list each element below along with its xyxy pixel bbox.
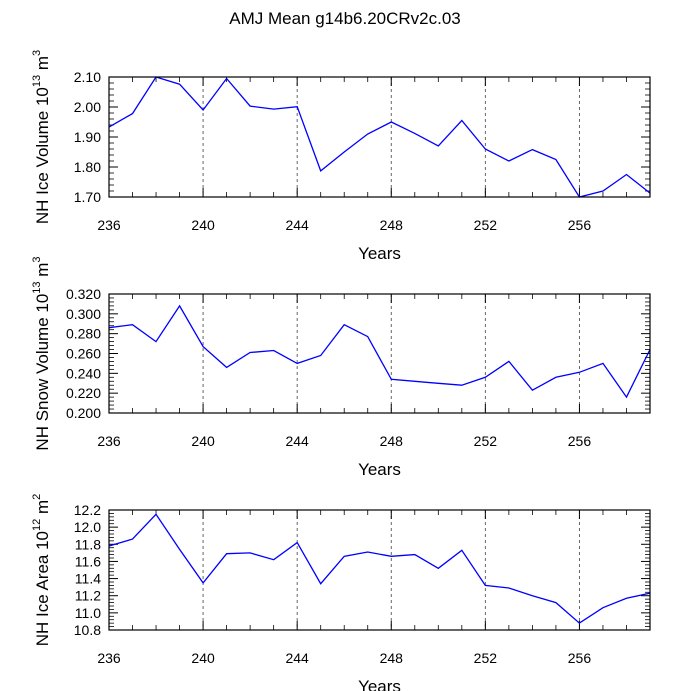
y-axis-label-exponent: 13 — [31, 281, 43, 293]
data-series-line — [108, 304, 651, 399]
x-tick-label: 256 — [568, 433, 592, 449]
y-axis-label-text: NH Ice Volume 10 — [33, 87, 52, 224]
y-tick-label: 10.8 — [74, 622, 101, 638]
y-axis-label-unit-exponent: 3 — [31, 256, 43, 262]
x-tick-label: 244 — [285, 433, 309, 449]
y-tick-label: 2.10 — [74, 69, 101, 85]
y-tick-label: 12.2 — [74, 502, 101, 518]
x-tick-label: 240 — [191, 650, 215, 666]
plot-frame — [108, 293, 651, 414]
x-tick-label: 252 — [474, 217, 498, 233]
y-tick-label: 1.80 — [74, 159, 101, 175]
y-tick-label: 11.6 — [75, 553, 101, 569]
y-tick-label: 0.200 — [66, 405, 101, 421]
plots-container: 1.70 1.80 1.90 2.00 2.10 236 240 244 248 252 256 Ye… — [31, 50, 651, 691]
y-axis-label-unit-exponent: 2 — [31, 494, 43, 500]
x-tick-label: 240 — [191, 217, 215, 233]
y-tick-label: 11.2 — [75, 588, 101, 604]
x-tick-label: 240 — [191, 433, 215, 449]
y-axis-label-text: NH Snow Volume 10 — [33, 294, 52, 451]
y-axis-label-unit: m — [33, 263, 52, 282]
y-tick-label: 11.4 — [75, 571, 101, 587]
y-axis-label: NH Ice Volume 1013 m3 — [31, 50, 52, 224]
y-axis-label-text: NH Ice Area 10 — [33, 531, 52, 646]
x-tick-label: 252 — [474, 433, 498, 449]
x-axis-label: Years — [358, 677, 401, 691]
y-tick-label: 0.260 — [66, 346, 101, 362]
y-axis-label-unit: m — [33, 500, 52, 519]
y-tick-label: 12.0 — [74, 519, 101, 535]
y-axis-label-unit-exponent: 3 — [31, 50, 43, 56]
y-tick-label: 0.220 — [66, 385, 101, 401]
plot-frame — [108, 509, 651, 631]
x-axis-label: Years — [358, 244, 401, 263]
x-tick-label: 244 — [285, 217, 309, 233]
data-series-line — [108, 76, 651, 198]
x-tick-label: 244 — [285, 650, 309, 666]
y-tick-label: 11.8 — [75, 536, 101, 552]
x-tick-label: 236 — [97, 650, 121, 666]
y-axis-label: NH Ice Area 1012 m2 — [31, 494, 52, 647]
y-tick-label: 0.320 — [66, 286, 101, 302]
x-tick-label: 256 — [568, 650, 592, 666]
y-axis-label-unit: m — [33, 56, 52, 75]
chart-panel-1: 1.70 1.80 1.90 2.00 2.10 236 240 244 248 252 256 Ye… — [31, 50, 651, 263]
y-axis-label-exponent: 13 — [31, 75, 43, 87]
x-tick-label: 252 — [474, 650, 498, 666]
y-axis-label: NH Snow Volume 1013 m3 — [31, 256, 52, 450]
x-tick-label: 236 — [97, 217, 121, 233]
chart-panel-3: 10.811.011.211.4 11.611.812.012.2 236 240 24… — [31, 494, 651, 691]
x-tick-label: 248 — [380, 217, 404, 233]
x-tick-label: 248 — [380, 433, 404, 449]
x-tick-label: 236 — [97, 433, 121, 449]
y-tick-label: 0.280 — [66, 326, 101, 342]
plot-frame — [108, 76, 651, 198]
y-tick-label: 1.90 — [74, 129, 101, 145]
y-tick-label: 0.300 — [66, 306, 101, 322]
chart-panel-2: 0.200 0.220 0.240 0.260 0.280 0.300 0.320 236 24… — [31, 256, 651, 479]
y-axis-label-exponent: 12 — [31, 519, 43, 531]
x-tick-label: 248 — [380, 650, 404, 666]
y-tick-label: 0.240 — [66, 365, 101, 381]
data-series-line — [108, 513, 651, 624]
y-tick-label: 11.0 — [75, 605, 101, 621]
y-tick-label: 2.00 — [74, 99, 101, 115]
x-tick-label: 256 — [568, 217, 592, 233]
y-tick-label: 1.70 — [74, 189, 101, 205]
figure-title: AMJ Mean g14b6.20CRv2c.03 — [229, 9, 461, 28]
x-axis-label: Years — [358, 460, 401, 479]
